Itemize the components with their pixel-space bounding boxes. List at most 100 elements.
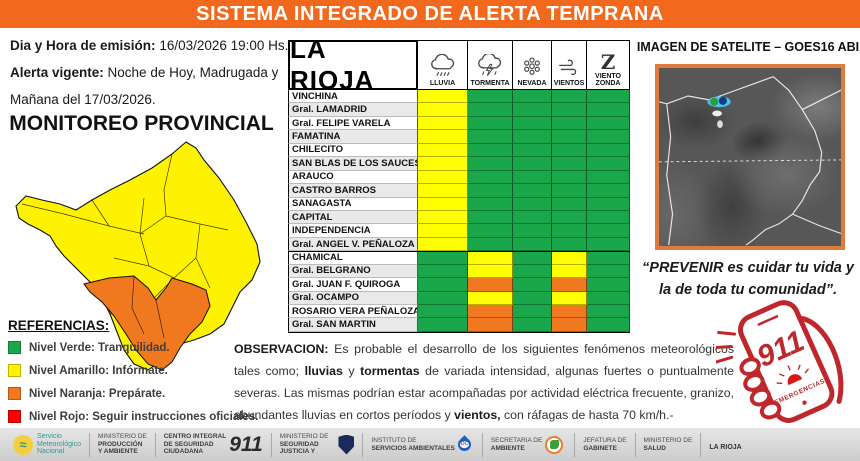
alert-level-cell [587, 170, 630, 185]
alert-level-cell [468, 210, 513, 225]
table-title: LA RIOJA [288, 34, 418, 95]
alert-level-cell [552, 157, 587, 171]
column-label: TORMENTA [470, 80, 510, 88]
alert-level-cell [587, 103, 630, 117]
alert-level-cell [468, 291, 513, 305]
ministerio-seguridad-item: MINISTERIO DE SEGURIDAD JUSTICIA Y [279, 433, 329, 456]
column-tormenta: TORMENTA [468, 40, 513, 90]
alert-level-cell [468, 224, 513, 238]
storm-cloud-icon [478, 54, 502, 77]
secretaria-ambiente-item: SECRETARIA DE AMBIENTE [486, 435, 572, 454]
footer-divider [88, 432, 90, 457]
alert-level-cell [552, 103, 587, 117]
alert-level-cell [513, 318, 552, 332]
alert-level-cell [418, 305, 468, 319]
alert-level-cell [552, 130, 587, 144]
alert-level-cell [513, 305, 552, 319]
alert-level-cell [418, 143, 468, 158]
alert-level-cell [468, 143, 513, 158]
alert-level-cell [552, 170, 587, 185]
yellow-level-label: Nivel Amarillo: Infórmate. [29, 364, 168, 377]
table-row: Gral. BELGRANO [288, 264, 630, 279]
alert-level-cell [552, 305, 587, 319]
alert-level-cell [418, 224, 468, 238]
department-name: Gral. LAMADRID [288, 103, 418, 117]
department-name: ARAUCO [288, 170, 418, 185]
alert-level-cell [552, 143, 587, 158]
table-row: SAN BLAS DE LOS SAUCES [288, 157, 630, 171]
alert-level-cell [418, 103, 468, 117]
quote-line-1: “PREVENIR es cuidar tu vida y [642, 260, 854, 276]
legend-item-yellow: Nivel Amarillo: Infórmate. [8, 364, 286, 377]
monitoring-title: MONITOREO PROVINCIAL [9, 112, 274, 135]
alert-level-cell [468, 184, 513, 198]
ministerio-produccion-item: MINISTERIO DE PRODUCCIÓN Y AMBIENTE [97, 433, 147, 456]
la-rioja-item: LA RIOJA [704, 436, 746, 454]
table-row: VINCHINA [288, 90, 630, 104]
department-name: Gral. FELIPE VARELA [288, 116, 418, 131]
alert-level-cell [418, 237, 468, 252]
alert-level-cell [587, 143, 630, 158]
alert-level-cell [418, 130, 468, 144]
alert-level-cell [587, 264, 630, 279]
observation-label: OBSERVACION: [234, 342, 329, 356]
table-row: SANAGASTA [288, 197, 630, 211]
smn-logo-icon: ≈ [13, 434, 33, 455]
legend-item-red: Nivel Rojo: Seguir instrucciones oficial… [8, 410, 286, 423]
column-label: NEVADA [517, 80, 547, 88]
rain-cloud-icon [430, 54, 454, 77]
references-title: REFERENCIAS: [8, 318, 110, 333]
department-name: CHILECITO [288, 143, 418, 158]
motion-lines-icon [716, 331, 737, 364]
alert-level-cell [552, 291, 587, 305]
alert-table: LA RIOJA LLUVIA TORMENTA [288, 34, 630, 333]
alert-validity: Alerta vigente: Noche de Hoy, Madrugada … [10, 65, 278, 80]
page-title: SISTEMA INTEGRADO DE ALERTA TEMPRANA [0, 0, 860, 28]
column-label: LLUVIA [429, 80, 456, 88]
alert-level-cell [513, 278, 552, 292]
alert-level-cell [587, 252, 630, 265]
footer-divider [270, 432, 272, 457]
alert-level-cell [468, 103, 513, 117]
table-row: Gral. ANGEL V. PEÑALOZA [288, 237, 630, 252]
table-row: ARAUCO [288, 170, 630, 185]
department-name: CAPITAL [288, 210, 418, 225]
centro-seguridad-911-item: CENTRO INTEGRAL DE SEGURIDAD CIUDADANA 911 [163, 432, 263, 456]
observation-text: OBSERVACION: Es probable el desarrollo d… [234, 338, 734, 426]
alert-level-cell [468, 197, 513, 211]
table-row: Gral. JUAN F. QUIROGA [288, 278, 630, 292]
department-name: CASTRO BARROS [288, 184, 418, 198]
observation-segment: de variada intensidad, algunas fuertes o… [234, 364, 734, 422]
legend-item-green: Nivel Verde: Tranquilidad. [8, 341, 286, 354]
alert-level-cell [468, 170, 513, 185]
satellite-overlay [658, 76, 842, 246]
alert-level-cell [418, 291, 468, 305]
alert-level-cell [513, 157, 552, 171]
table-row: CASTRO BARROS [288, 184, 630, 198]
alert-level-cell [513, 116, 552, 131]
la-rioja-label: LA RIOJA [709, 443, 742, 451]
alert-level-cell [552, 210, 587, 225]
ministerio-salud-item: MINISTERIO DE SALUD [643, 437, 693, 452]
department-name: SAN BLAS DE LOS SAUCES [288, 157, 418, 171]
alert-level-cell [418, 318, 468, 332]
observation-bold: vientos, [454, 408, 501, 422]
observation-segment: Es probable el desarrollo de los siguien… [234, 342, 734, 378]
alert-level-cell [418, 264, 468, 279]
alert-level-cell [418, 184, 468, 198]
alert-level-cell [418, 278, 468, 292]
alert-level-cell [587, 210, 630, 225]
alert-level-cell [513, 210, 552, 225]
department-name: Gral. SAN MARTIN [288, 318, 418, 332]
alert-level-cell [468, 130, 513, 144]
prevention-quote: “PREVENIR es cuidar tu vida y la de toda… [636, 258, 860, 302]
alert-level-cell [587, 305, 630, 319]
alert-level-cell [552, 237, 587, 252]
map-orange-area [83, 275, 211, 371]
alert-table-header: LA RIOJA LLUVIA TORMENTA [288, 34, 630, 95]
wind-icon [559, 60, 577, 76]
alert-level-cell [468, 318, 513, 332]
alert-level-cell [552, 252, 587, 265]
alert-level-cell [587, 278, 630, 292]
alert-table-body: VINCHINA Gral. LAMADRID Gral. FELIPE VAREL… [288, 90, 630, 333]
